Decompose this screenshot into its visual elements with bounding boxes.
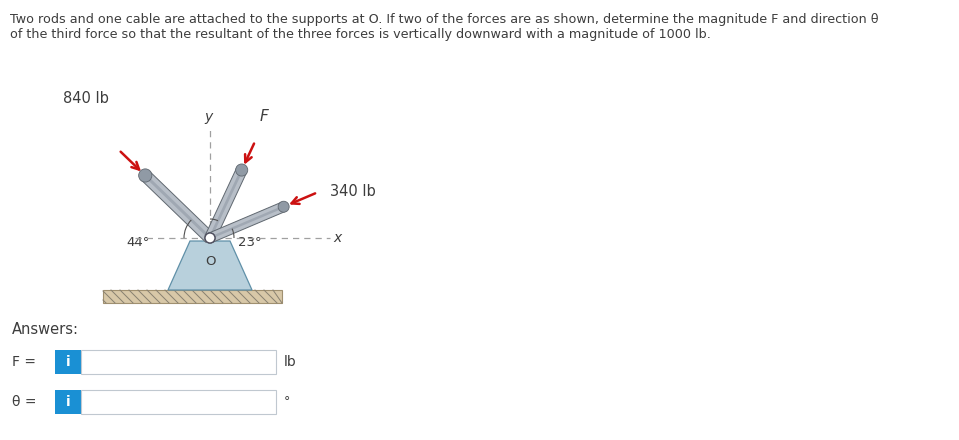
Text: y: y: [204, 110, 212, 124]
Bar: [81, 350, 276, 374]
Text: i: i: [65, 395, 70, 409]
Polygon shape: [205, 168, 246, 240]
Polygon shape: [146, 176, 209, 237]
Text: lb: lb: [284, 355, 296, 369]
Text: 23°: 23°: [238, 235, 262, 249]
Bar: [55, 350, 81, 374]
Polygon shape: [168, 241, 252, 290]
Text: 44°: 44°: [127, 235, 150, 249]
Polygon shape: [208, 202, 286, 242]
Text: Two rods and one cable are attached to the supports at O. If two of the forces a: Two rods and one cable are attached to t…: [10, 13, 878, 26]
Text: x: x: [333, 231, 341, 245]
Text: O: O: [206, 255, 216, 268]
Circle shape: [139, 169, 152, 182]
Text: of the third force so that the resultant of the three forces is vertically downw: of the third force so that the resultant…: [10, 28, 711, 41]
Bar: [81, 390, 276, 414]
Polygon shape: [212, 206, 282, 238]
Circle shape: [205, 233, 215, 243]
Text: θ =: θ =: [12, 395, 36, 409]
Text: θ: θ: [220, 203, 228, 217]
Text: 840 lb: 840 lb: [63, 91, 109, 106]
Polygon shape: [210, 171, 242, 236]
Text: 340 lb: 340 lb: [331, 183, 376, 198]
Text: F: F: [260, 109, 269, 124]
Circle shape: [278, 201, 290, 212]
Polygon shape: [141, 171, 214, 242]
Bar: [55, 390, 81, 414]
Text: °: °: [284, 396, 291, 408]
Text: Answers:: Answers:: [12, 322, 79, 337]
Circle shape: [205, 233, 215, 243]
Polygon shape: [103, 290, 282, 303]
Text: F =: F =: [12, 355, 36, 369]
Text: i: i: [65, 355, 70, 369]
Circle shape: [236, 164, 247, 176]
